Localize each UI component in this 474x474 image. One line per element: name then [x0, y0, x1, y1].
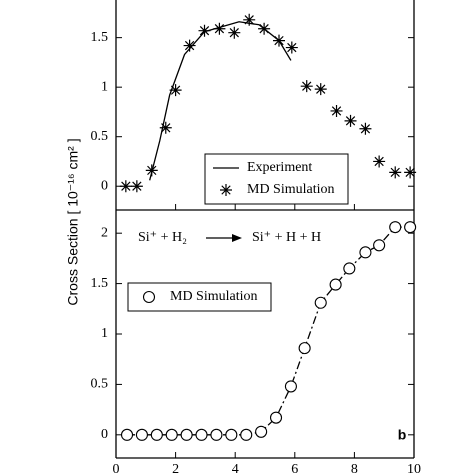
circle-marker: [255, 425, 268, 438]
y-tick-label: 1.5: [91, 30, 109, 45]
star-marker: [373, 155, 386, 168]
circle-marker: [404, 221, 417, 234]
reaction-reactants: Si⁺ + H₂: [138, 230, 187, 245]
legend-box: [204, 153, 349, 205]
circle-marker: [359, 246, 372, 259]
circle-marker: [343, 262, 356, 275]
circle-marker: [225, 428, 238, 441]
star-marker: [198, 24, 211, 37]
legend-label: Experiment: [247, 160, 312, 175]
star-marker: [389, 166, 402, 179]
star-marker: [130, 180, 143, 193]
y-tick-label: 0: [101, 178, 108, 193]
star-marker: [228, 26, 241, 39]
x-tick-label: 10: [407, 462, 421, 474]
y-tick-label: 2: [101, 225, 108, 240]
y-tick-label: 0: [101, 427, 108, 442]
reaction-products: Si⁺ + H + H: [252, 230, 321, 245]
x-tick-label: 8: [351, 462, 358, 474]
circle-marker: [314, 296, 327, 309]
circle-marker: [120, 428, 134, 441]
legend-label: MD Simulation: [247, 182, 335, 197]
y-axis-label: Cross Section [ 10⁻¹⁶ cm² ]: [65, 138, 81, 305]
circle-marker: [135, 428, 148, 441]
star-marker: [119, 180, 132, 193]
x-tick-label: 0: [113, 462, 120, 474]
star-marker: [169, 84, 182, 97]
star-marker: [243, 13, 256, 26]
star-marker: [344, 114, 357, 127]
circle-marker: [389, 221, 402, 234]
legend-marker: [220, 184, 232, 196]
series-line: [127, 226, 411, 436]
x-tick-label: 6: [291, 462, 298, 474]
reaction-arrowhead: [232, 234, 242, 242]
star-marker: [183, 39, 196, 52]
y-tick-label: 1: [101, 326, 108, 341]
circle-marker: [329, 278, 342, 291]
star-marker: [145, 164, 158, 177]
star-marker: [314, 83, 327, 96]
star-marker: [213, 22, 226, 35]
circle-marker: [373, 239, 386, 252]
star-marker: [404, 166, 417, 179]
legend-label: MD Simulation: [170, 289, 258, 304]
circle-marker: [269, 411, 283, 424]
circle-marker: [150, 428, 163, 441]
y-tick-label: 0.5: [91, 129, 109, 144]
circle-marker: [165, 428, 178, 441]
circle-marker: [180, 428, 193, 441]
circle-marker: [240, 428, 253, 441]
star-marker: [159, 121, 172, 134]
x-tick-label: 2: [172, 462, 179, 474]
star-marker: [258, 22, 271, 35]
circle-marker: [210, 428, 223, 441]
star-marker: [273, 34, 286, 47]
star-marker: [285, 41, 298, 54]
panel-label: b: [398, 427, 407, 443]
circle-marker: [284, 380, 297, 393]
star-marker: [359, 122, 372, 135]
legend-marker: [142, 290, 156, 304]
y-tick-label: 1.5: [91, 276, 109, 291]
y-tick-label: 0.5: [91, 377, 109, 392]
circle-marker: [195, 428, 208, 441]
star-marker: [300, 80, 313, 93]
y-tick-label: 1: [101, 79, 108, 94]
x-tick-label: 4: [232, 462, 239, 474]
star-marker: [330, 104, 343, 117]
circle-marker: [298, 342, 311, 355]
